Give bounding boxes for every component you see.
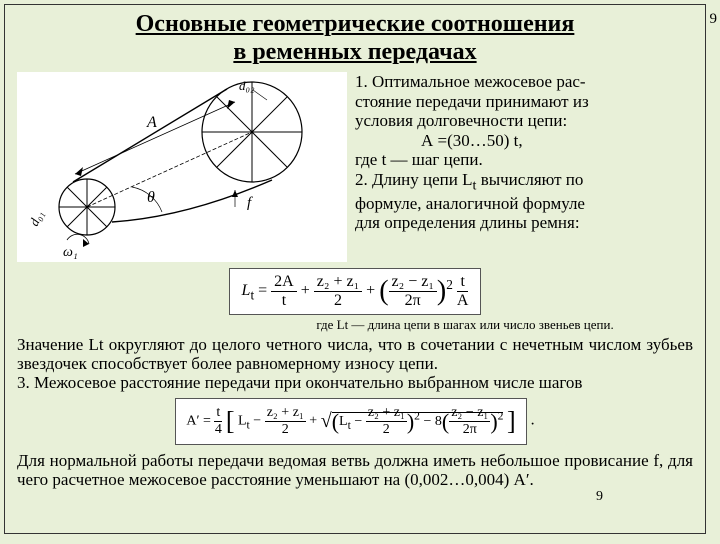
formula-1: Lt = 2At + z₂ + z₁2 + (z₂ − z₁2π)2 tA [229,268,482,315]
label-d01: d₀₁ [26,208,46,228]
label-f: f [247,195,253,211]
right-p2a: 2. Длину цепи L [355,170,473,189]
formula-2: A′ = t4 [ Lt − z₂ + z₁2 + √(Lt − z₂ + z₁… [175,398,526,445]
label-theta: θ [147,189,155,206]
right-p1c: условия долговечности цепи: [355,111,567,130]
right-p2c: формуле, аналогичной формуле [355,194,585,213]
formula-2-container: A′ = t4 [ Lt − z₂ + z₁2 + √(Lt − z₂ + z₁… [17,398,693,445]
page-number: 9 [17,489,693,505]
label-A: A [146,114,157,131]
tail-p1: Для нормальной работы передачи ведомая в… [17,451,693,489]
corner-page-number: 9 [710,11,718,28]
body-p2: 3. Межосевое расстояние передачи при око… [17,373,693,392]
label-omega1: ω₁ [63,245,78,260]
title-line-1: Основные геометрические соотношения [136,11,575,37]
slide-title: Основные геометрические соотношения в ре… [17,11,693,66]
right-text-block: 1. Оптимальное межосевое рас- стояние пе… [355,72,589,233]
title-line-2: в ременных передачах [233,39,476,65]
right-p1a: 1. Оптимальное межосевое рас- [355,72,586,91]
slide-frame: 9 Основные геометрические соотношения в … [4,4,706,534]
top-row: A d₀₂ d₀₁ θ f ω₁ 1. Оптимальное межос [17,72,693,262]
note-text: где Lt — длина цепи в шагах или число зв… [237,317,693,333]
formula-1-container: Lt = 2At + z₂ + z₁2 + (z₂ − z₁2π)2 tA [17,268,693,315]
label-d02: d₀₂ [239,78,255,93]
right-p2b: вычисляют по [476,170,583,189]
inline-formula-A: А =(30…50) t, [355,131,589,151]
right-p1d: где t — шаг цепи. [355,150,483,169]
right-p2d: для определения длины ремня: [355,213,580,232]
right-p1b: стояние передачи принимают из [355,92,589,111]
belt-drive-diagram: A d₀₂ d₀₁ θ f ω₁ [17,72,347,262]
body-p1: Значение Lt округляют до целого четного … [17,335,693,373]
